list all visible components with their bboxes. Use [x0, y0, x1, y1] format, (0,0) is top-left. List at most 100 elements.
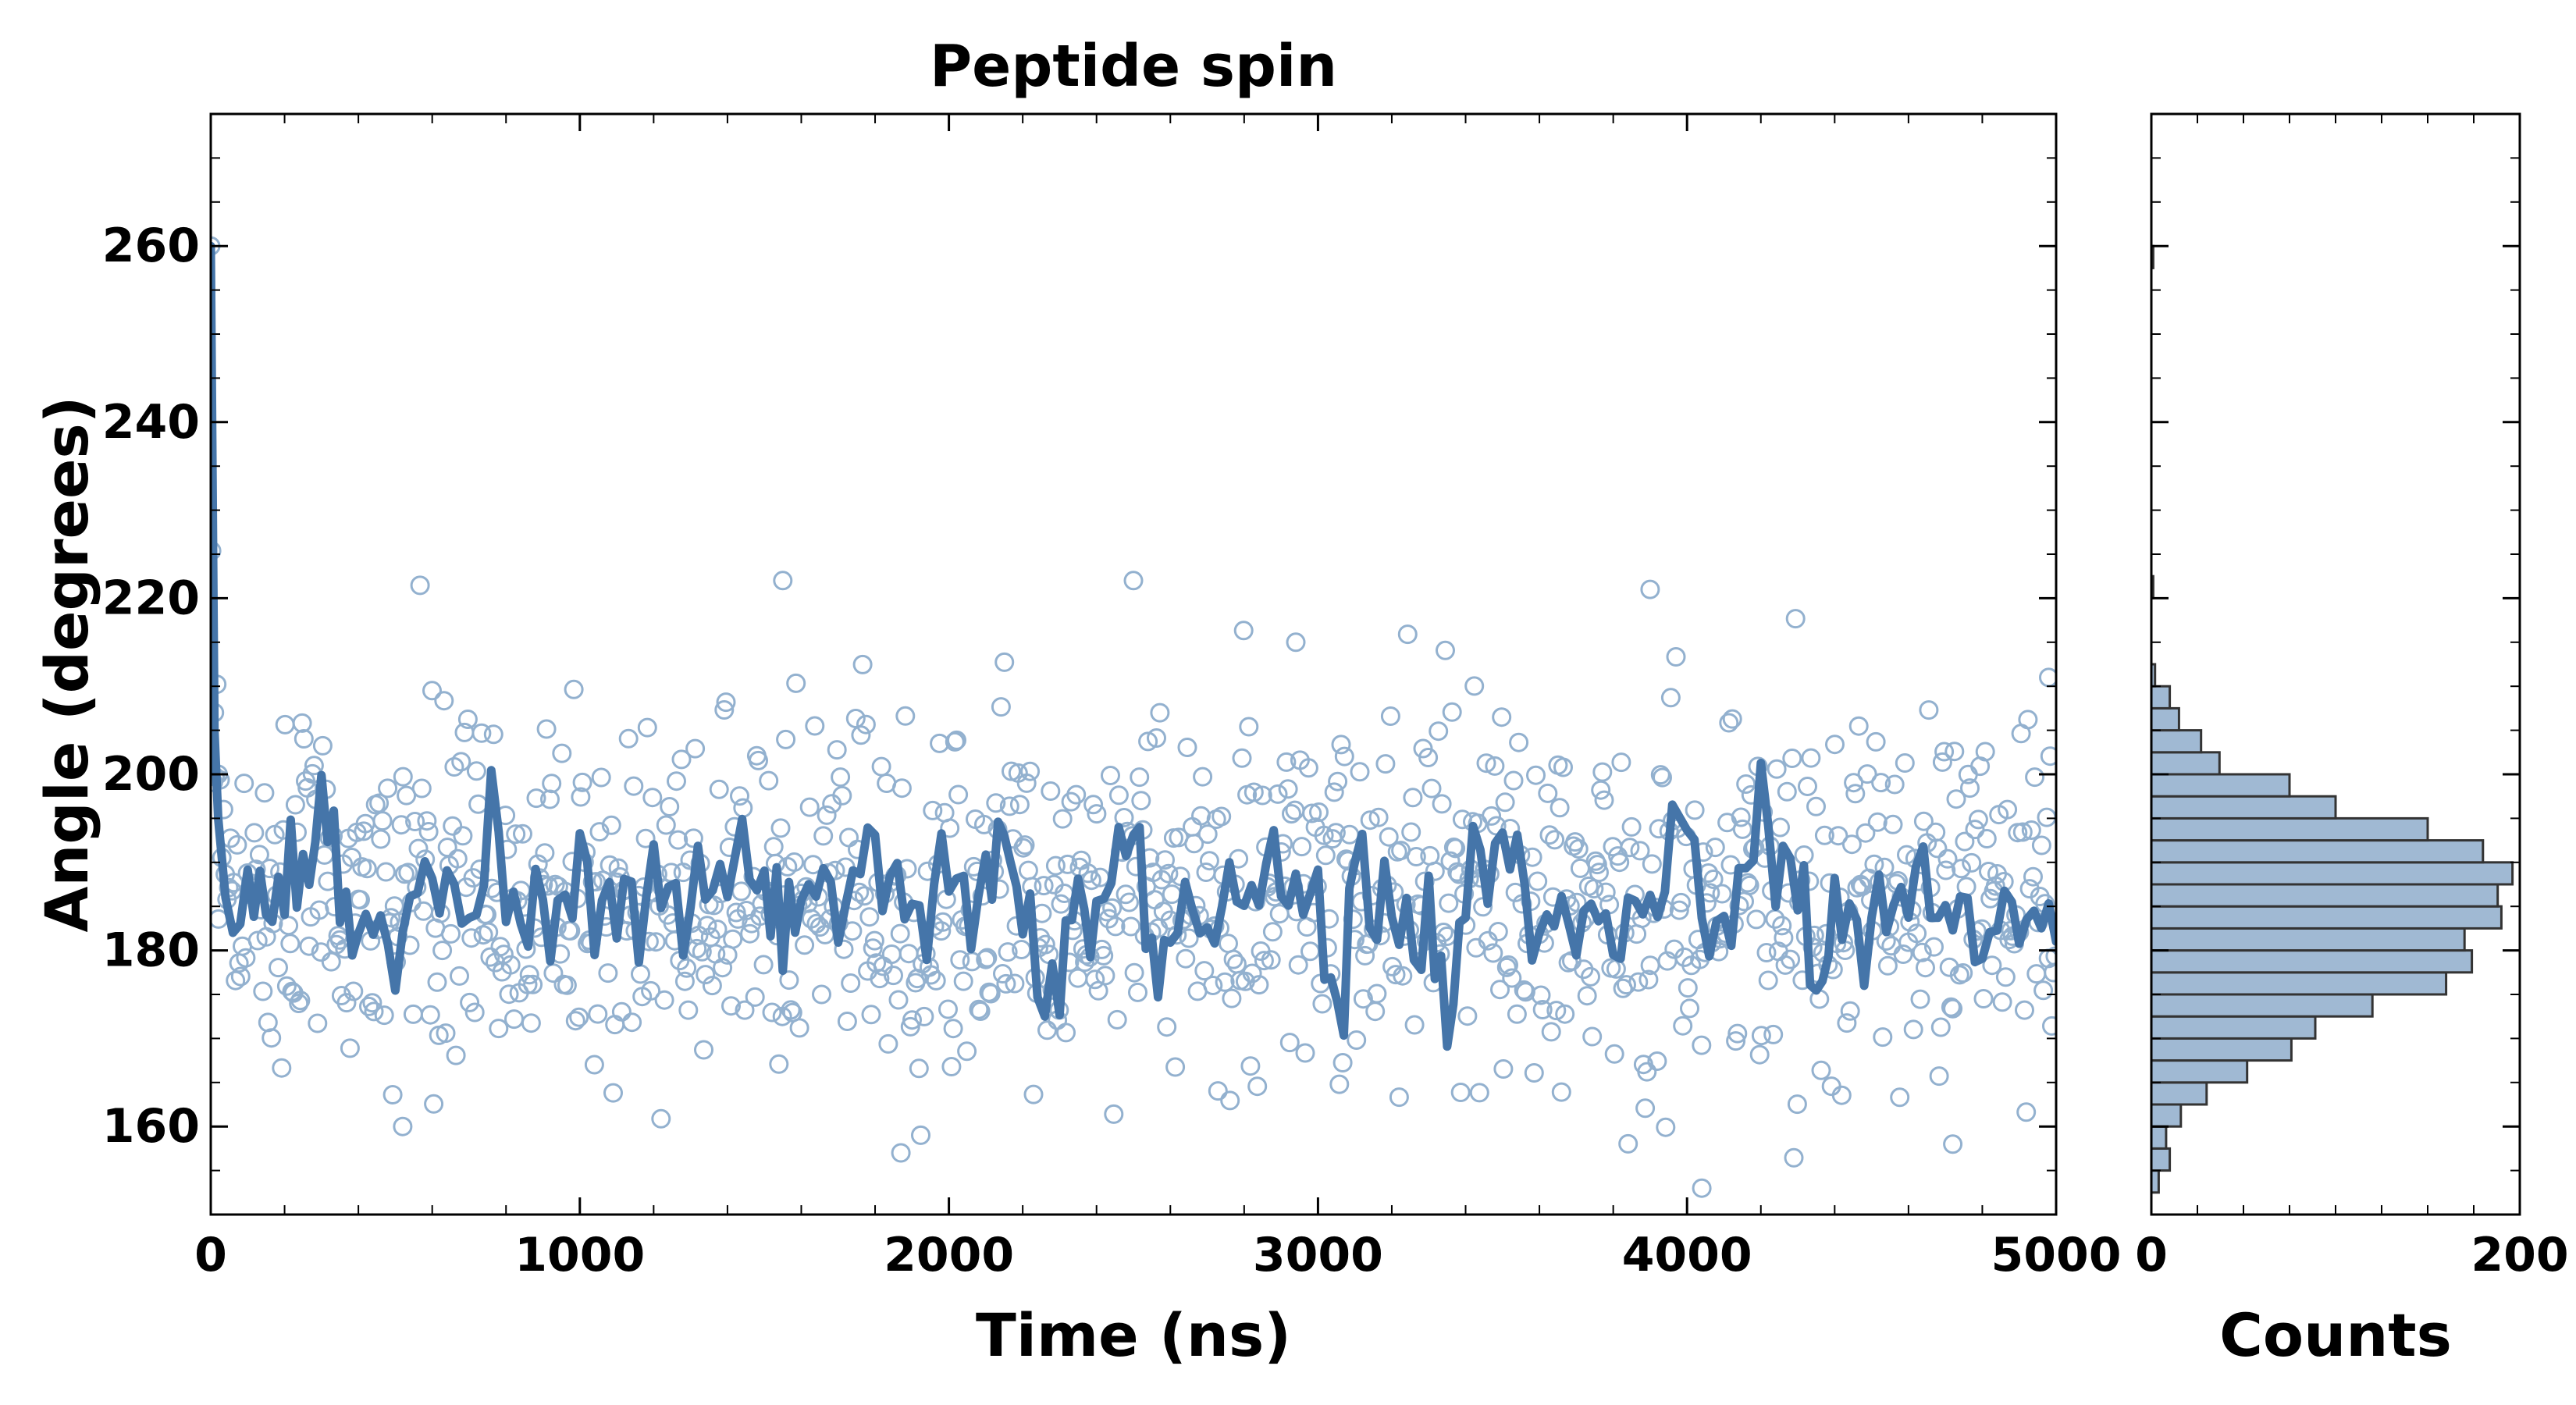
data-point [1968, 809, 1988, 830]
data-point [1777, 781, 1797, 802]
data-point [1085, 969, 1105, 990]
data-point [1550, 798, 1570, 818]
data-point [479, 922, 499, 942]
data-point [1138, 731, 1158, 752]
data-point [1051, 894, 1071, 914]
histogram-x-axis-label: Counts [2219, 1300, 2452, 1370]
data-point [1814, 825, 1834, 845]
histogram-bar [2150, 949, 2474, 974]
data-point [1936, 860, 1956, 880]
data-point [1897, 845, 1916, 865]
data-point [1531, 985, 1551, 1005]
data-point [1114, 808, 1134, 827]
data-point [1943, 1134, 1963, 1154]
data-point [1919, 700, 1939, 720]
data-point [1772, 916, 1792, 936]
data-point [290, 991, 311, 1011]
data-point [1656, 1117, 1676, 1137]
data-point [841, 973, 861, 993]
data-point [1442, 702, 1462, 722]
data-point [805, 716, 825, 736]
histogram-bar [2150, 706, 2180, 732]
data-point [1821, 1076, 1841, 1097]
data-point [1929, 1066, 1949, 1087]
data-point [884, 966, 903, 986]
data-point [1429, 721, 1449, 742]
y-axis-label: Angle (degrees) [32, 396, 101, 932]
data-point [2040, 746, 2056, 767]
data-point [1604, 1044, 1624, 1064]
data-point [1680, 998, 1699, 1019]
data-point [2037, 807, 2056, 827]
data-point [1196, 863, 1216, 882]
data-point [1785, 609, 1806, 629]
data-point [1244, 782, 1264, 802]
histogram-bar [2150, 927, 2466, 952]
hist-x-tick-label: 200 [2471, 1228, 2568, 1282]
hist-x-tick-label: 0 [2135, 1228, 2168, 1282]
data-point [1541, 1022, 1561, 1042]
data-point [1476, 753, 1496, 774]
data-point [372, 811, 393, 831]
data-point [1727, 1023, 1748, 1044]
data-point [2021, 820, 2041, 840]
data-point [1401, 822, 1421, 842]
histogram-bar [2150, 1103, 2183, 1128]
data-point [1955, 831, 1975, 852]
data-point [1620, 838, 1640, 858]
data-point [1179, 928, 1199, 948]
data-point [1893, 944, 1913, 964]
data-point [304, 756, 324, 776]
data-point [1692, 1178, 1712, 1198]
data-point [1638, 969, 1659, 990]
data-point [980, 984, 1001, 1004]
data-point [1332, 1053, 1353, 1072]
data-point [451, 752, 471, 772]
data-point [1825, 735, 1845, 755]
y-tick-label: 160 [102, 1099, 200, 1154]
data-point [1953, 963, 1973, 983]
data-point [1347, 1030, 1367, 1050]
data-point [1018, 860, 1038, 880]
data-point [437, 838, 457, 858]
data-point [552, 743, 572, 763]
data-point [1219, 934, 1238, 954]
data-point [1937, 848, 1958, 869]
data-point [441, 923, 461, 944]
data-point [1637, 1062, 1657, 1082]
data-point [1589, 863, 1609, 883]
data-point [979, 982, 999, 1002]
data-point [1278, 779, 1298, 799]
data-point [1379, 827, 1399, 847]
y-tick-label: 220 [102, 571, 200, 625]
data-point [1285, 800, 1305, 820]
main-panel: 0 1000 2000 3000 4000 5000 160 180 200 220 240 260 [102, 112, 2122, 1282]
data-point [1538, 783, 1558, 803]
data-point [1630, 841, 1650, 861]
data-point [1577, 986, 1597, 1006]
data-point [713, 958, 733, 978]
data-point [1268, 784, 1288, 804]
data-point [464, 1002, 485, 1023]
data-point [393, 767, 413, 787]
data-point [1034, 876, 1054, 896]
data-point [1292, 837, 1312, 857]
data-point [1485, 756, 1505, 776]
data-point [354, 821, 374, 841]
data-point [1924, 937, 1944, 957]
data-point [881, 944, 902, 964]
data-point [998, 942, 1018, 962]
data-point [1867, 812, 1888, 832]
data-point [411, 778, 432, 799]
data-point [1798, 777, 1817, 796]
data-point [1367, 984, 1387, 1004]
data-point [1514, 980, 1534, 1000]
data-point [1095, 966, 1115, 986]
data-point [1594, 790, 1614, 810]
data-point [2023, 866, 2043, 887]
data-point [1233, 621, 1254, 641]
data-point [785, 852, 804, 872]
data-point [236, 948, 256, 968]
data-point [1801, 748, 1821, 768]
data-point [762, 1002, 782, 1023]
